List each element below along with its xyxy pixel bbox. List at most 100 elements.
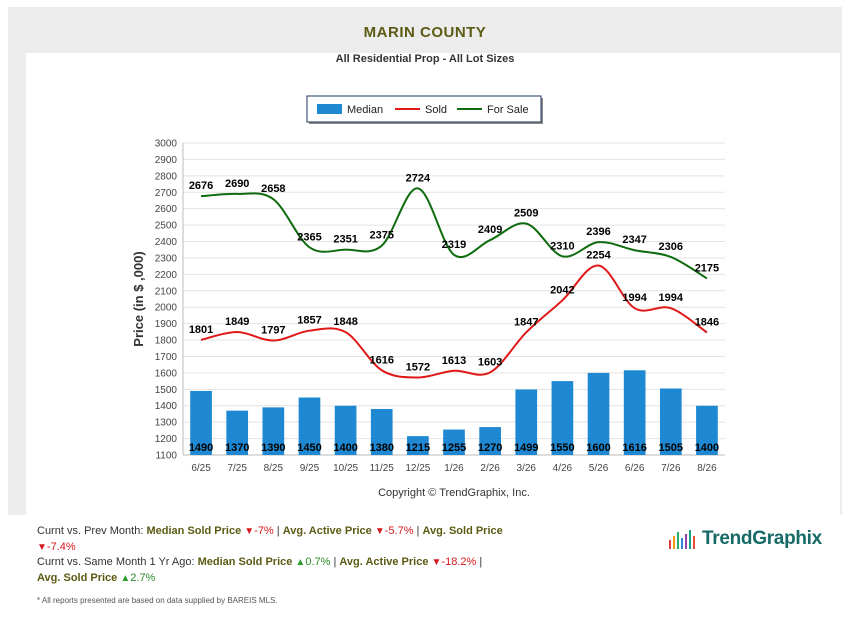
x-tick-label: 7/26 [661,463,681,474]
for-sale-value-label: 2409 [478,224,502,236]
y-tick-label: 1500 [155,385,178,396]
up-arrow-icon: ▲ [120,572,131,584]
for-sale-line [201,187,708,280]
x-tick-label: 5/26 [589,463,609,474]
chart-subtitle: All Residential Prop - All Lot Sizes [335,53,515,65]
sold-line [200,264,708,379]
y-tick-label: 2200 [155,270,178,281]
bar-median [298,397,321,455]
sold-value-label: 1848 [333,316,357,328]
report-frame [8,7,842,519]
separator: | [416,525,420,537]
sold-value-label: 1846 [695,316,719,328]
for-sale-value-label: 2658 [261,183,285,195]
for-sale-value-label: 2365 [297,231,321,243]
prev-median-value: -7% [254,525,274,537]
bar-median [479,427,501,455]
x-tick-label: 9/25 [300,463,320,474]
bar-median [443,429,465,455]
bar-value-label: 1255 [442,442,466,454]
sold-value-label: 1603 [478,356,502,368]
y-tick-label: 1100 [155,451,177,462]
prev-sold-value: -7.4% [46,540,76,553]
sold-value-label: 1616 [369,354,393,366]
summary-prev-month: Curnt vs. Prev Month: Median Sold Price … [37,524,597,555]
page-title: MARIN COUNTY [363,24,487,41]
y-tick-label: 3000 [155,139,178,150]
summary-year-ago: Curnt vs. Same Month 1 Yr Ago: Median So… [37,555,597,586]
y-tick-label: 1200 [155,434,178,445]
separator: | [276,525,280,537]
legend-label-for-sale: For Sale [487,104,529,116]
x-tick-label: 8/25 [264,463,284,474]
up-arrow-icon: ▲ [295,557,306,568]
bar-median [515,389,538,455]
for-sale-value-label: 2310 [550,240,574,252]
year-active-label: Avg. Active Price [339,556,429,568]
bar-value-label: 1505 [659,442,683,454]
year-sold-label: Avg. Sold Price [37,571,118,584]
x-tick-label: 12/25 [405,463,430,474]
y-tick-label: 2400 [155,237,178,248]
sold-value-label: 1613 [442,355,466,367]
for-sale-value-label: 2509 [514,208,538,220]
y-tick-label: 2900 [155,155,178,166]
bar-value-label: 1390 [261,442,285,454]
for-sale-value-label: 2676 [189,180,213,192]
y-axis-title: Price (in $ ,000) [131,251,146,346]
bar-value-label: 1499 [514,442,538,454]
x-tick-label: 1/26 [444,463,464,474]
bar-value-label: 1550 [550,442,574,454]
for-sale-value-label: 2396 [586,226,610,238]
y-tick-label: 1400 [155,401,178,412]
bar-median [696,405,718,455]
y-tick-label: 2800 [155,171,178,182]
brand-name: TrendGraphix [702,528,822,549]
legend-swatch-median [317,104,342,114]
data-source-note: * All reports presented are based on dat… [37,596,278,605]
for-sale-value-label: 2690 [225,178,249,190]
bar-median [407,436,429,455]
summary-block: Curnt vs. Prev Month: Median Sold Price … [37,524,597,586]
sold-value-label: 1847 [514,316,538,328]
prev-active-value: -5.7% [384,525,414,537]
for-sale-value-label: 2306 [659,241,683,253]
x-tick-label: 4/26 [553,463,573,474]
bar-value-label: 1370 [225,442,249,454]
bar-median [659,388,682,455]
bar-median [226,410,249,455]
y-tick-label: 1700 [155,352,178,363]
year-median-label: Median Sold Price [197,556,293,568]
sold-value-label: 1857 [297,315,321,327]
y-tick-label: 2700 [155,188,178,199]
prev-month-label: Curnt vs. Prev Month: [37,525,144,537]
y-tick-label: 1300 [155,418,178,429]
year-median-value: 0.7% [305,556,331,568]
x-tick-label: 2/26 [480,463,500,474]
bar-logo-icon [669,530,695,549]
bar-median [587,372,610,455]
bar-value-label: 1400 [333,442,357,454]
for-sale-value-label: 2724 [406,172,431,184]
legend-label-median: Median [347,104,383,116]
bar-median [370,409,393,455]
for-sale-value-label: 2351 [333,234,357,246]
bar-value-label: 1380 [369,442,393,454]
separator: | [333,556,337,568]
bar-median [262,407,285,455]
x-tick-label: 7/25 [227,463,247,474]
down-arrow-icon: ▼ [37,541,47,553]
brand-logo: TrendGraphix [668,525,822,553]
bar-value-label: 1270 [478,442,502,454]
bar-value-label: 1400 [695,442,719,454]
legend-label-sold: Sold [425,104,447,116]
down-arrow-icon: ▼ [431,557,442,568]
copyright-text: Copyright © TrendGraphix, Inc. [378,487,530,499]
y-tick-label: 1900 [155,319,178,330]
down-arrow-icon: ▼ [244,526,255,537]
sold-value-label: 1994 [622,292,647,304]
prev-active-label: Avg. Active Price [282,525,372,537]
y-tick-label: 2600 [155,204,178,215]
y-tick-label: 2300 [155,253,178,264]
legend-box [306,95,542,123]
